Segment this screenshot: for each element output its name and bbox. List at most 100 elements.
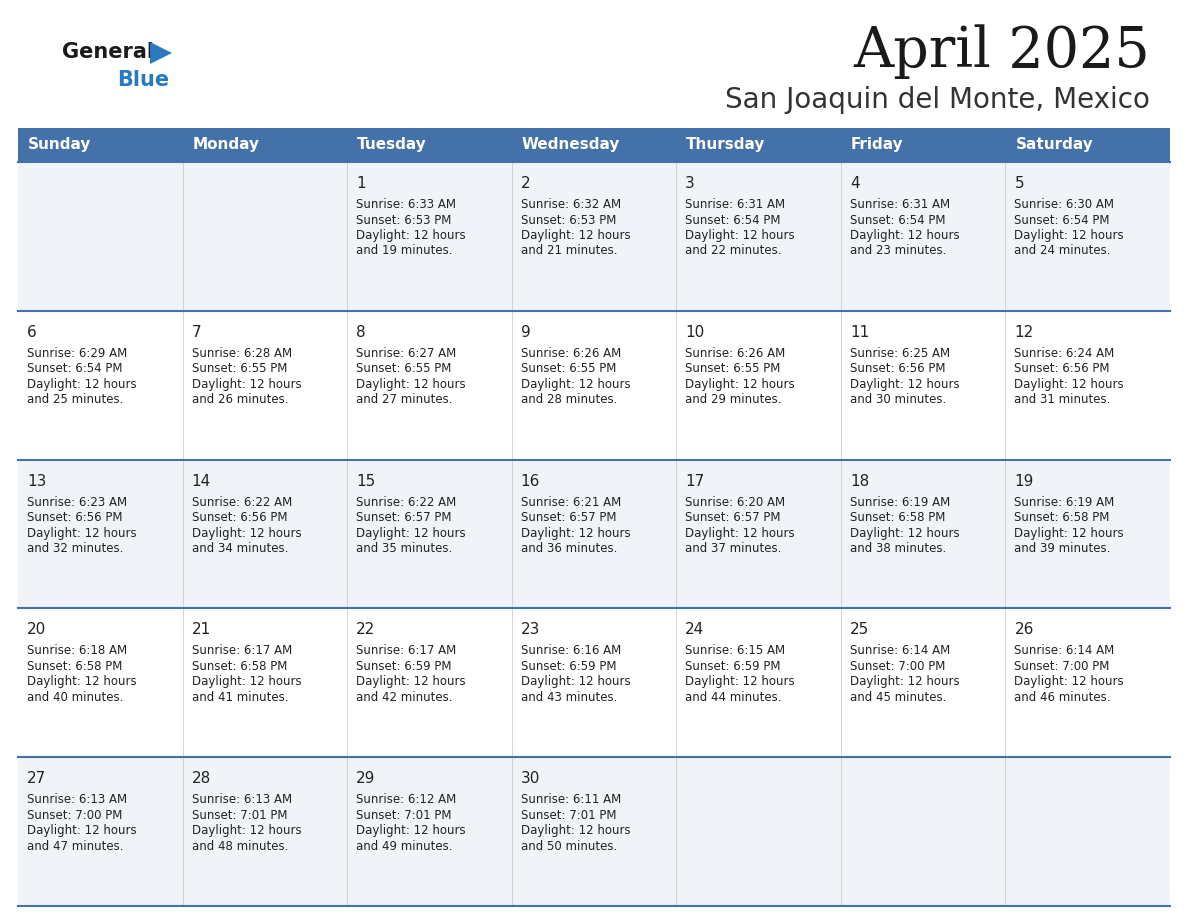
Text: Daylight: 12 hours: Daylight: 12 hours — [1015, 378, 1124, 391]
Text: and 43 minutes.: and 43 minutes. — [520, 691, 617, 704]
Text: 28: 28 — [191, 771, 210, 786]
Text: 3: 3 — [685, 176, 695, 191]
Text: Sunset: 6:57 PM: Sunset: 6:57 PM — [520, 511, 617, 524]
Text: Sunset: 6:56 PM: Sunset: 6:56 PM — [1015, 363, 1110, 375]
Text: Daylight: 12 hours: Daylight: 12 hours — [849, 527, 960, 540]
Text: and 48 minutes.: and 48 minutes. — [191, 840, 287, 853]
Text: Daylight: 12 hours: Daylight: 12 hours — [1015, 527, 1124, 540]
Text: San Joaquin del Monte, Mexico: San Joaquin del Monte, Mexico — [725, 86, 1150, 114]
Text: and 40 minutes.: and 40 minutes. — [27, 691, 124, 704]
Text: Sunrise: 6:16 AM: Sunrise: 6:16 AM — [520, 644, 621, 657]
Text: Blue: Blue — [116, 70, 169, 90]
Text: and 35 minutes.: and 35 minutes. — [356, 543, 453, 555]
Text: 11: 11 — [849, 325, 870, 340]
Text: Sunrise: 6:15 AM: Sunrise: 6:15 AM — [685, 644, 785, 657]
Text: Daylight: 12 hours: Daylight: 12 hours — [1015, 229, 1124, 242]
Text: April 2025: April 2025 — [853, 25, 1150, 79]
Text: Daylight: 12 hours: Daylight: 12 hours — [27, 676, 137, 688]
Text: Sunrise: 6:17 AM: Sunrise: 6:17 AM — [356, 644, 456, 657]
Text: Sunset: 6:59 PM: Sunset: 6:59 PM — [520, 660, 617, 673]
Text: Daylight: 12 hours: Daylight: 12 hours — [191, 378, 302, 391]
Text: Tuesday: Tuesday — [358, 138, 426, 152]
Text: 14: 14 — [191, 474, 210, 488]
Text: Sunset: 6:54 PM: Sunset: 6:54 PM — [685, 214, 781, 227]
Text: Thursday: Thursday — [687, 138, 765, 152]
Text: Daylight: 12 hours: Daylight: 12 hours — [520, 527, 631, 540]
Text: Sunrise: 6:25 AM: Sunrise: 6:25 AM — [849, 347, 950, 360]
Text: Daylight: 12 hours: Daylight: 12 hours — [191, 527, 302, 540]
Text: Sunset: 7:00 PM: Sunset: 7:00 PM — [849, 660, 946, 673]
Text: Sunset: 7:01 PM: Sunset: 7:01 PM — [191, 809, 287, 822]
Text: 30: 30 — [520, 771, 541, 786]
Text: and 32 minutes.: and 32 minutes. — [27, 543, 124, 555]
Text: Daylight: 12 hours: Daylight: 12 hours — [356, 676, 466, 688]
Text: Daylight: 12 hours: Daylight: 12 hours — [356, 229, 466, 242]
Text: Sunrise: 6:32 AM: Sunrise: 6:32 AM — [520, 198, 621, 211]
Text: Friday: Friday — [851, 138, 904, 152]
Text: 18: 18 — [849, 474, 870, 488]
Text: Sunrise: 6:12 AM: Sunrise: 6:12 AM — [356, 793, 456, 806]
Text: Daylight: 12 hours: Daylight: 12 hours — [685, 229, 795, 242]
Text: 22: 22 — [356, 622, 375, 637]
Text: Sunset: 6:57 PM: Sunset: 6:57 PM — [356, 511, 451, 524]
Text: 23: 23 — [520, 622, 541, 637]
Text: 1: 1 — [356, 176, 366, 191]
Text: Monday: Monday — [192, 138, 259, 152]
Text: Daylight: 12 hours: Daylight: 12 hours — [849, 378, 960, 391]
Text: Sunrise: 6:14 AM: Sunrise: 6:14 AM — [849, 644, 950, 657]
Text: Sunset: 6:58 PM: Sunset: 6:58 PM — [27, 660, 122, 673]
Text: Sunset: 7:01 PM: Sunset: 7:01 PM — [520, 809, 617, 822]
Text: 25: 25 — [849, 622, 870, 637]
Text: 19: 19 — [1015, 474, 1034, 488]
Text: and 21 minutes.: and 21 minutes. — [520, 244, 618, 258]
Text: Daylight: 12 hours: Daylight: 12 hours — [849, 676, 960, 688]
Text: 15: 15 — [356, 474, 375, 488]
Text: Sunset: 6:58 PM: Sunset: 6:58 PM — [191, 660, 287, 673]
Text: Daylight: 12 hours: Daylight: 12 hours — [356, 527, 466, 540]
Text: Daylight: 12 hours: Daylight: 12 hours — [520, 378, 631, 391]
Bar — [18, 311, 1170, 460]
Bar — [18, 609, 1170, 757]
Text: Daylight: 12 hours: Daylight: 12 hours — [191, 676, 302, 688]
Text: 29: 29 — [356, 771, 375, 786]
Text: Sunset: 6:58 PM: Sunset: 6:58 PM — [849, 511, 946, 524]
Text: Sunrise: 6:18 AM: Sunrise: 6:18 AM — [27, 644, 127, 657]
Bar — [18, 757, 1170, 906]
Text: and 30 minutes.: and 30 minutes. — [849, 393, 946, 407]
Text: 7: 7 — [191, 325, 201, 340]
Text: 24: 24 — [685, 622, 704, 637]
Text: Sunset: 6:58 PM: Sunset: 6:58 PM — [1015, 511, 1110, 524]
Text: Sunrise: 6:22 AM: Sunrise: 6:22 AM — [356, 496, 456, 509]
Text: 17: 17 — [685, 474, 704, 488]
Text: Wednesday: Wednesday — [522, 138, 620, 152]
Text: Sunrise: 6:17 AM: Sunrise: 6:17 AM — [191, 644, 292, 657]
Bar — [18, 128, 1170, 162]
Text: Sunrise: 6:33 AM: Sunrise: 6:33 AM — [356, 198, 456, 211]
Text: Sunset: 6:55 PM: Sunset: 6:55 PM — [685, 363, 781, 375]
Text: Sunrise: 6:26 AM: Sunrise: 6:26 AM — [520, 347, 621, 360]
Text: and 38 minutes.: and 38 minutes. — [849, 543, 946, 555]
Text: 26: 26 — [1015, 622, 1034, 637]
Text: and 36 minutes.: and 36 minutes. — [520, 543, 617, 555]
Text: and 26 minutes.: and 26 minutes. — [191, 393, 287, 407]
Text: Sunset: 7:00 PM: Sunset: 7:00 PM — [27, 809, 122, 822]
Text: General: General — [62, 42, 154, 62]
Text: and 44 minutes.: and 44 minutes. — [685, 691, 782, 704]
Text: Sunrise: 6:19 AM: Sunrise: 6:19 AM — [849, 496, 950, 509]
Text: Sunset: 6:56 PM: Sunset: 6:56 PM — [849, 363, 946, 375]
Text: and 24 minutes.: and 24 minutes. — [1015, 244, 1111, 258]
Text: and 31 minutes.: and 31 minutes. — [1015, 393, 1111, 407]
Text: Sunrise: 6:31 AM: Sunrise: 6:31 AM — [685, 198, 785, 211]
Text: Daylight: 12 hours: Daylight: 12 hours — [27, 378, 137, 391]
Text: 9: 9 — [520, 325, 531, 340]
Text: Sunset: 6:53 PM: Sunset: 6:53 PM — [520, 214, 617, 227]
Text: and 45 minutes.: and 45 minutes. — [849, 691, 946, 704]
Text: Sunset: 6:55 PM: Sunset: 6:55 PM — [191, 363, 287, 375]
Text: Sunset: 6:57 PM: Sunset: 6:57 PM — [685, 511, 781, 524]
Text: Daylight: 12 hours: Daylight: 12 hours — [520, 824, 631, 837]
Text: Daylight: 12 hours: Daylight: 12 hours — [520, 229, 631, 242]
Text: Sunrise: 6:24 AM: Sunrise: 6:24 AM — [1015, 347, 1114, 360]
Text: Saturday: Saturday — [1016, 138, 1093, 152]
Text: Daylight: 12 hours: Daylight: 12 hours — [27, 527, 137, 540]
Text: 2: 2 — [520, 176, 530, 191]
